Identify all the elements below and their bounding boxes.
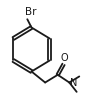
Text: N: N <box>70 78 77 88</box>
Text: Br: Br <box>25 7 36 17</box>
Text: O: O <box>60 53 68 63</box>
